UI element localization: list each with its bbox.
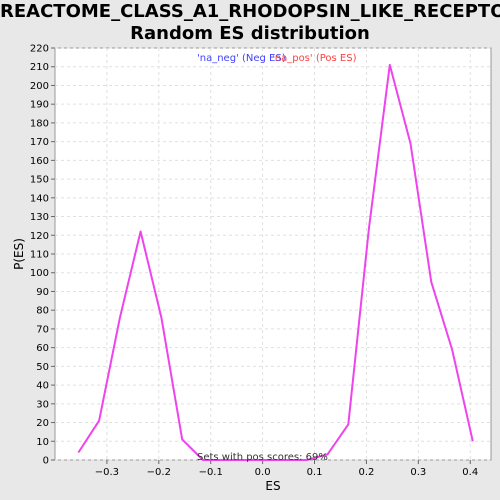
y-tick-label: 200 [30,81,49,92]
pos-scores-annotation: Sets with pos scores: 69% [197,452,328,463]
x-tick-label: 0.3 [410,467,426,478]
series-line-0 [77,63,474,461]
x-axis-label: ES [265,479,280,493]
x-tick-label: −0.1 [199,467,223,478]
y-tick-label: 60 [36,343,49,354]
y-tick-label: 110 [30,250,49,261]
legend: 'na_neg' (Neg ES) 'na_pos' (Pos ES) [197,53,357,64]
y-tick-label: 160 [30,156,49,167]
x-tick-label: 0.0 [255,467,271,478]
y-tick-label: 180 [30,118,49,129]
y-tick-label: 150 [30,175,49,186]
y-tick-label: 70 [36,324,49,335]
legend-entry-pos: 'na_pos' (Pos ES) [272,53,357,64]
x-tick-label: 0.1 [307,467,323,478]
grid [55,47,491,461]
y-tick-label: 210 [30,62,49,73]
y-tick-label: 120 [30,231,49,242]
y-tick-label: 20 [36,418,49,429]
y-tick-label: 10 [36,437,49,448]
chart-title-line-2: Random ES distribution [130,23,370,44]
y-tick-label: 0 [43,456,49,467]
legend-entry-neg: 'na_neg' (Neg ES) [197,53,286,64]
axes: 0 10 20 30 40 50 60 70 80 90 100 110 120 130 140 150 160… [30,44,478,479]
x-tick-label: −0.3 [95,467,119,478]
y-tick-label: 50 [36,362,49,373]
y-tick-label: 220 [30,44,49,55]
x-tick-label: 0.4 [462,467,478,478]
y-tick-label: 90 [36,287,49,298]
y-tick-label: 30 [36,399,49,410]
chart-title-line-1: REACTOME_CLASS_A1_RHODOPSIN_LIKE_RECEPTO… [0,1,500,22]
y-tick-label: 190 [30,100,49,111]
y-tick-label: 170 [30,137,49,148]
series-layer [77,63,474,461]
y-tick-label: 140 [30,193,49,204]
x-tick-label: −0.2 [147,467,171,478]
y-tick-label: 40 [36,381,49,392]
y-tick-label: 100 [30,268,49,279]
y-tick-label: 80 [36,306,49,317]
x-tick-label: 0.2 [358,467,374,478]
y-axis-label: P(ES) [12,238,26,270]
y-tick-label: 130 [30,212,49,223]
